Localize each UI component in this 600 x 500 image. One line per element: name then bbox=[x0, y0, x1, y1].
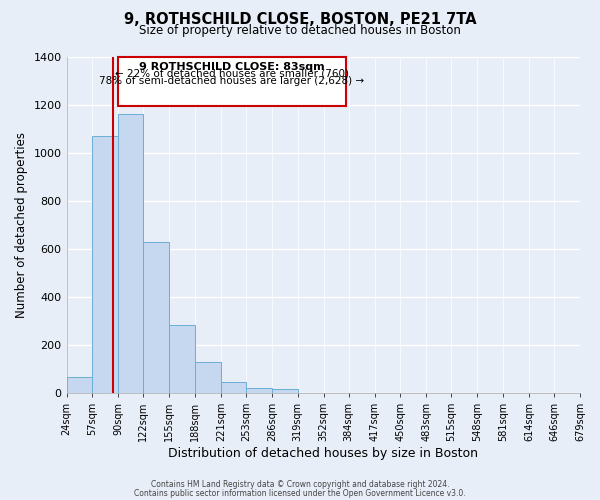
Bar bbox=[272, 388, 298, 393]
Bar bbox=[143, 242, 169, 393]
Bar bbox=[246, 388, 272, 393]
Text: ← 22% of detached houses are smaller (760): ← 22% of detached houses are smaller (76… bbox=[115, 68, 349, 78]
Text: 9 ROTHSCHILD CLOSE: 83sqm: 9 ROTHSCHILD CLOSE: 83sqm bbox=[139, 62, 325, 72]
Y-axis label: Number of detached properties: Number of detached properties bbox=[15, 132, 28, 318]
Text: 78% of semi-detached houses are larger (2,628) →: 78% of semi-detached houses are larger (… bbox=[100, 76, 365, 86]
Bar bbox=[92, 136, 118, 393]
Bar bbox=[169, 324, 195, 393]
X-axis label: Distribution of detached houses by size in Boston: Distribution of detached houses by size … bbox=[168, 447, 478, 460]
Text: Size of property relative to detached houses in Boston: Size of property relative to detached ho… bbox=[139, 24, 461, 37]
Text: Contains HM Land Registry data © Crown copyright and database right 2024.: Contains HM Land Registry data © Crown c… bbox=[151, 480, 449, 489]
Bar bbox=[221, 382, 246, 393]
FancyBboxPatch shape bbox=[118, 56, 346, 106]
Text: Contains public sector information licensed under the Open Government Licence v3: Contains public sector information licen… bbox=[134, 488, 466, 498]
Bar bbox=[195, 362, 221, 393]
Bar bbox=[118, 114, 143, 393]
Text: 9, ROTHSCHILD CLOSE, BOSTON, PE21 7TA: 9, ROTHSCHILD CLOSE, BOSTON, PE21 7TA bbox=[124, 12, 476, 28]
Bar bbox=[67, 378, 92, 393]
